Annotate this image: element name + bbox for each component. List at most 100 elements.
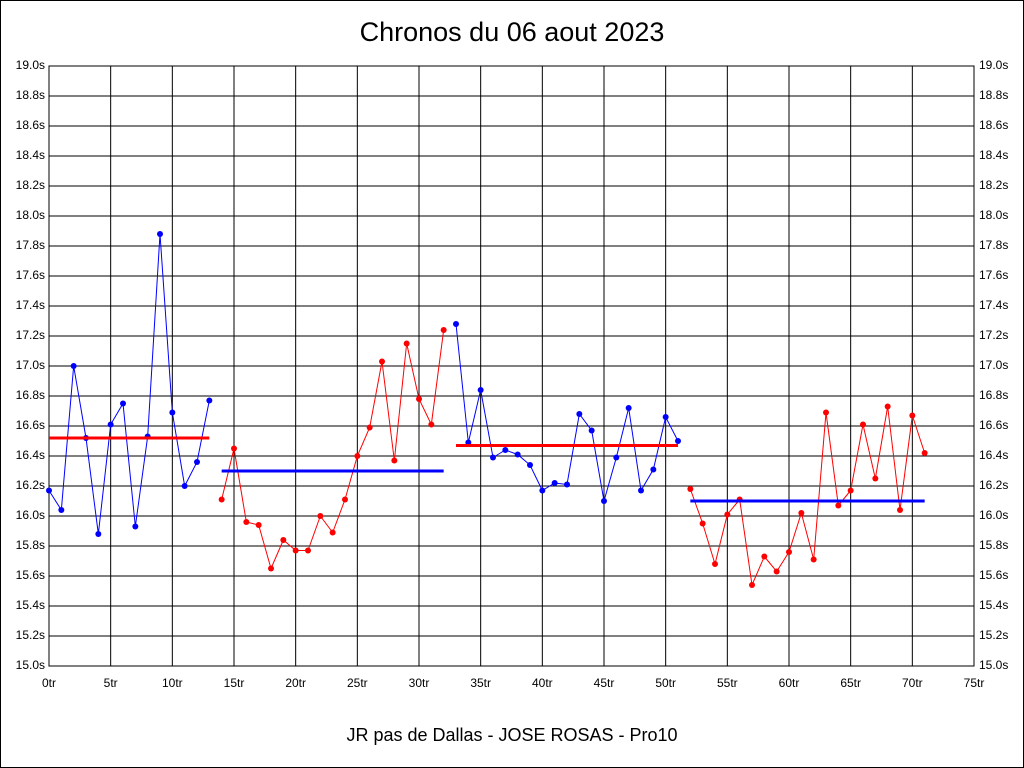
- data-point: [773, 568, 780, 575]
- y-tick-label: 17.2s: [16, 328, 45, 342]
- data-point: [724, 511, 731, 518]
- data-point: [601, 498, 607, 504]
- y-tick-label: 17.6s: [16, 268, 45, 282]
- data-point: [564, 481, 570, 488]
- y-tick-label: 19.0s: [16, 58, 45, 72]
- data-point: [909, 412, 916, 419]
- data-point: [576, 411, 583, 417]
- data-point: [527, 462, 533, 468]
- data-point: [440, 327, 447, 333]
- data-point: [761, 553, 768, 560]
- y2-tick-label: 15.6s: [979, 568, 1008, 582]
- data-point: [342, 496, 348, 503]
- data-point: [194, 459, 200, 465]
- x-tick-label: 10tr: [162, 676, 183, 690]
- data-point: [354, 453, 361, 459]
- data-point: [46, 487, 52, 494]
- x-tick-label: 70tr: [902, 676, 923, 690]
- data-point: [169, 409, 176, 416]
- data-point: [477, 387, 484, 393]
- data-point: [107, 421, 114, 428]
- y-tick-label: 17.8s: [16, 238, 45, 252]
- y-tick-label: 16.2s: [16, 478, 45, 492]
- x-tick-label: 25tr: [347, 676, 368, 690]
- y-tick-label: 15.4s: [16, 598, 45, 612]
- y-tick-label: 17.4s: [16, 298, 45, 312]
- data-point: [366, 424, 373, 431]
- data-point: [416, 396, 422, 402]
- x-tick-label: 5tr: [104, 676, 118, 690]
- x-tick-label: 30tr: [409, 676, 430, 690]
- y2-tick-label: 17.4s: [979, 298, 1008, 312]
- y2-tick-label: 17.0s: [979, 358, 1008, 372]
- x-axis-label: JR pas de Dallas - JOSE ROSAS - Pro10: [346, 725, 677, 745]
- data-point: [551, 480, 558, 486]
- x-tick-label: 75tr: [964, 676, 985, 690]
- y2-tick-label: 18.8s: [979, 88, 1008, 102]
- y-tick-label: 18.4s: [16, 148, 45, 162]
- data-point: [317, 513, 324, 519]
- y-tick-label: 18.6s: [16, 118, 45, 132]
- y-tick-label: 15.6s: [16, 568, 45, 582]
- data-point: [255, 522, 262, 528]
- data-point: [872, 475, 879, 482]
- y-tick-label: 16.8s: [16, 388, 45, 402]
- x-tick-label: 35tr: [470, 676, 491, 690]
- data-point: [305, 547, 311, 554]
- y2-tick-label: 15.2s: [979, 628, 1008, 642]
- data-point: [58, 507, 65, 513]
- data-point: [268, 565, 274, 572]
- y2-tick-label: 16.0s: [979, 508, 1008, 522]
- data-point: [625, 405, 632, 411]
- data-point: [699, 520, 706, 527]
- x-tick-label: 0tr: [42, 676, 56, 690]
- x-tick-label: 45tr: [594, 676, 615, 690]
- data-point: [638, 487, 644, 494]
- data-point: [798, 510, 805, 516]
- data-point: [243, 519, 250, 525]
- y2-tick-label: 16.8s: [979, 388, 1008, 402]
- data-point: [181, 483, 188, 489]
- data-point: [403, 340, 410, 347]
- data-point: [650, 466, 657, 473]
- data-point: [860, 421, 866, 428]
- y-tick-label: 18.2s: [16, 178, 45, 192]
- y-tick-label: 18.8s: [16, 88, 45, 102]
- y2-tick-label: 18.4s: [979, 148, 1008, 162]
- data-point: [921, 450, 928, 456]
- data-point: [453, 321, 459, 327]
- data-point: [613, 454, 620, 461]
- y2-tick-label: 16.4s: [979, 448, 1008, 462]
- data-point: [502, 447, 509, 453]
- data-point: [588, 427, 595, 434]
- plot-border: [48, 65, 975, 667]
- y2-tick-label: 17.6s: [979, 268, 1008, 282]
- data-point: [687, 486, 694, 492]
- y2-tick-label: 19.0s: [979, 58, 1008, 72]
- data-point: [280, 537, 287, 543]
- y2-tick-label: 18.0s: [979, 208, 1008, 222]
- data-point: [712, 561, 718, 567]
- y2-tick-label: 17.8s: [979, 238, 1008, 252]
- y-tick-label: 16.6s: [16, 418, 45, 432]
- x-tick-label: 65tr: [840, 676, 861, 690]
- data-point: [379, 358, 385, 365]
- data-point: [884, 403, 891, 410]
- x-tick-label: 60tr: [779, 676, 800, 690]
- data-point: [391, 457, 398, 464]
- data-point: [810, 556, 817, 563]
- data-point: [675, 438, 681, 444]
- data-point: [157, 231, 163, 237]
- data-point: [490, 454, 496, 461]
- x-tick-label: 55tr: [717, 676, 738, 690]
- chart-title: Chronos du 06 aout 2023: [360, 17, 665, 47]
- y2-tick-label: 16.2s: [979, 478, 1008, 492]
- y2-tick-label: 18.2s: [979, 178, 1008, 192]
- y2-tick-label: 15.8s: [979, 538, 1008, 552]
- data-point: [329, 529, 336, 536]
- data-point: [897, 507, 903, 513]
- x-tick-label: 50tr: [655, 676, 676, 690]
- data-point: [218, 496, 225, 503]
